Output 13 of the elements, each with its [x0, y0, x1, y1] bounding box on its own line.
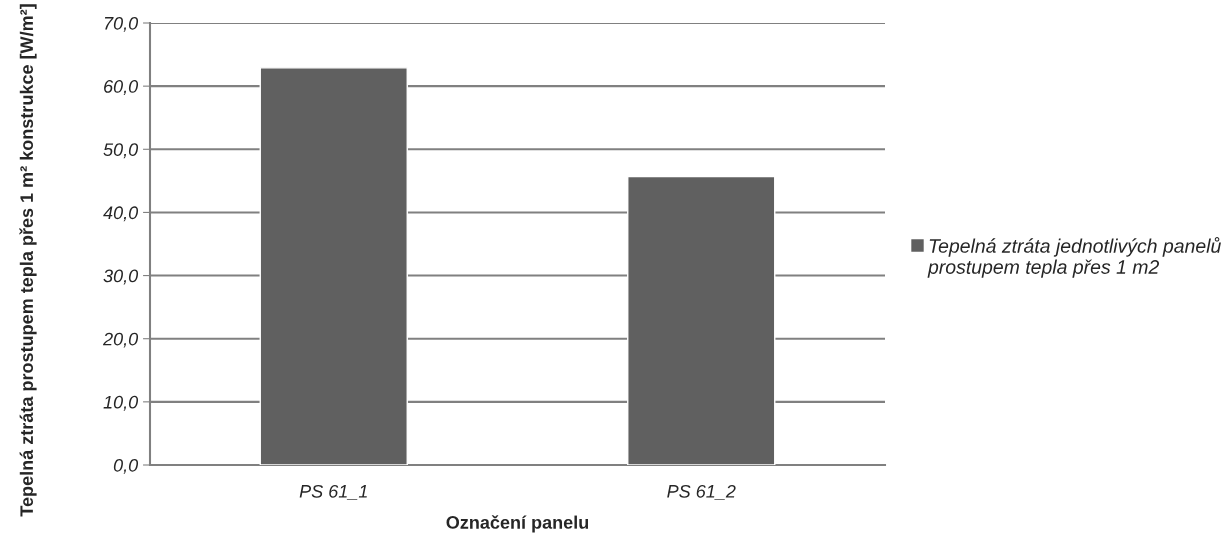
y-tick-label: 30,0	[103, 269, 139, 285]
y-tick-label: 10,0	[103, 395, 139, 411]
y-tick-label: 70,0	[104, 16, 139, 32]
x-tick-label: PS 61_1	[299, 484, 367, 500]
y-axis-title: Tepelná ztráta prostupem tepla přes 1 m² konstrukce [W/m²]	[19, 4, 37, 517]
y-tick-label: 40,0	[103, 206, 139, 222]
y-tick-label: 0,0	[113, 458, 139, 474]
x-tick-label: PS 61_2	[667, 484, 736, 500]
y-tick-label: 20,0	[102, 332, 139, 348]
legend-label: Tepelná ztráta jednotlivých panelů prostupem tepla přes 1 m2	[927, 237, 1221, 278]
y-tick-label: 50,0	[103, 143, 139, 159]
y-tick-label: 60,0	[104, 80, 139, 95]
x-axis-title: Označení panelu	[446, 515, 589, 533]
